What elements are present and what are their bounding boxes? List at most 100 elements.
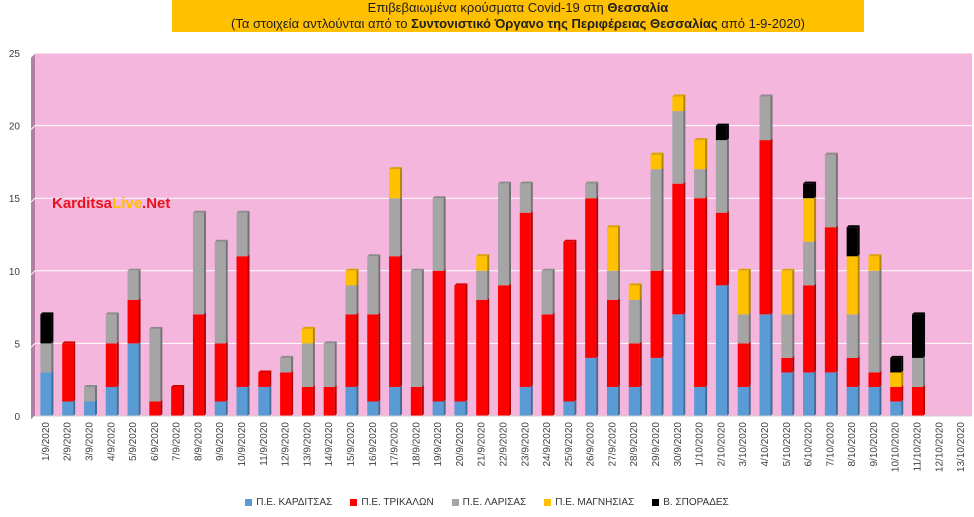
bar-segment (410, 386, 422, 416)
bar-top (606, 225, 620, 228)
bar-segment-side (203, 210, 206, 315)
bar-segment-side (596, 181, 599, 199)
x-tick-label: 17/9/2020 (390, 422, 401, 467)
x-tick-label: 7/10/2020 (825, 422, 836, 467)
bar-top (585, 181, 599, 184)
bar-segment-side (203, 312, 206, 416)
bar-segment (236, 386, 248, 416)
bar-top (519, 181, 533, 184)
bar-segment-side (835, 225, 838, 373)
bar-segment-side (705, 138, 708, 170)
bar-segment-side (334, 341, 337, 387)
bar-segment-side (879, 254, 882, 271)
bar-segment (127, 270, 139, 300)
bar-segment (715, 140, 727, 213)
bar-segment (105, 314, 117, 344)
bar-top (258, 370, 272, 373)
bar-segment (672, 111, 684, 184)
bar-segment (737, 343, 749, 387)
bar-segment (127, 343, 139, 416)
bar-segment (541, 270, 553, 315)
bar-segment-side (596, 196, 599, 358)
bar-segment-side (705, 196, 708, 387)
chart-legend: Π.Ε. ΚΑΡΔΙΤΣΑΣ Π.Ε. ΤΡΙΚΑΛΩΝ Π.Ε. ΛΑΡΙΣΑΣ Π… (0, 497, 974, 513)
chart-subtitle: (Τα στοιχεία αντλούνται από το Συντονιστ… (231, 16, 805, 31)
bar-segment-side (792, 370, 795, 416)
x-tick-label: 20/9/2020 (455, 422, 466, 467)
bar-segment (606, 299, 618, 387)
bar-segment (585, 183, 597, 199)
bar-segment (301, 343, 313, 387)
bar-segment (498, 285, 509, 416)
bar-segment (912, 386, 924, 416)
bar-segment-side (683, 181, 686, 315)
bar-segment (389, 169, 401, 199)
bar-segment-side (160, 326, 163, 402)
bar-segment (410, 270, 422, 387)
bar-segment (214, 241, 226, 344)
x-tick-label: 8/9/2020 (193, 422, 204, 461)
bar-top (432, 196, 446, 199)
bar-segment (781, 372, 793, 416)
bar-segment (628, 386, 640, 416)
bar-segment-side (879, 268, 882, 373)
x-tick-label: 7/9/2020 (172, 422, 183, 461)
y-tick-label: 15 (9, 194, 21, 205)
bar-segment-side (574, 399, 577, 416)
bar-segment (650, 357, 662, 416)
bar-segment (345, 314, 357, 387)
bar-top (301, 326, 315, 329)
bar-segment-side (617, 225, 620, 271)
bar-segment-side (269, 384, 272, 416)
legend-item: Π.Ε. ΜΑΓΝΗΣΙΑΣ (544, 497, 634, 508)
bar-top (127, 268, 141, 271)
bar-top (672, 94, 686, 97)
bar-segment (236, 256, 248, 387)
x-tick-label: 16/9/2020 (368, 422, 379, 467)
bar-top (868, 254, 882, 257)
bar-segment-side (705, 384, 708, 416)
bar-segment-side (225, 239, 228, 344)
bar-top (498, 181, 511, 184)
legend-swatch (451, 499, 459, 506)
bar-segment (62, 401, 74, 416)
bar-segment-side (901, 370, 904, 387)
bar-segment (105, 386, 117, 416)
bar-segment (432, 401, 444, 416)
x-tick-label: 3/9/2020 (84, 422, 95, 461)
bar-segment-side (574, 239, 577, 402)
bar-top (105, 312, 119, 315)
legend-swatch (245, 499, 253, 506)
x-tick-label: 2/9/2020 (63, 422, 74, 461)
bar-segment (105, 343, 117, 387)
bar-segment-side (247, 384, 250, 416)
x-tick-label: 9/10/2020 (869, 422, 880, 467)
bar-segment (759, 140, 771, 315)
legend-label: Π.Ε. ΚΑΡΔΙΤΣΑΣ (256, 497, 333, 508)
bar-top (280, 355, 294, 358)
bar-segment (715, 212, 727, 286)
bar-segment-side (182, 384, 185, 416)
bar-top (715, 123, 729, 126)
bar-segment (519, 183, 531, 213)
bar-segment (868, 256, 880, 271)
bar-segment (781, 357, 793, 373)
bar-segment (781, 270, 793, 315)
bar-segment-side (726, 283, 729, 416)
x-tick-label: 3/10/2020 (738, 422, 749, 467)
bar-segment (476, 256, 488, 271)
x-tick-label: 1/10/2020 (695, 422, 706, 467)
bar-segment-side (51, 341, 54, 373)
bar-segment-side (661, 152, 664, 170)
bar-segment-side (312, 341, 315, 387)
bar-segment-side (705, 167, 708, 199)
bar-segment-side (617, 384, 620, 416)
bar-segment-side (443, 196, 446, 271)
gridline-wall (30, 197, 36, 203)
bar-segment (280, 372, 292, 416)
bar-top (476, 254, 490, 257)
bar-segment (737, 314, 749, 344)
bar-segment (759, 96, 771, 141)
bar-segment (498, 183, 509, 286)
bar-segment (258, 372, 270, 387)
